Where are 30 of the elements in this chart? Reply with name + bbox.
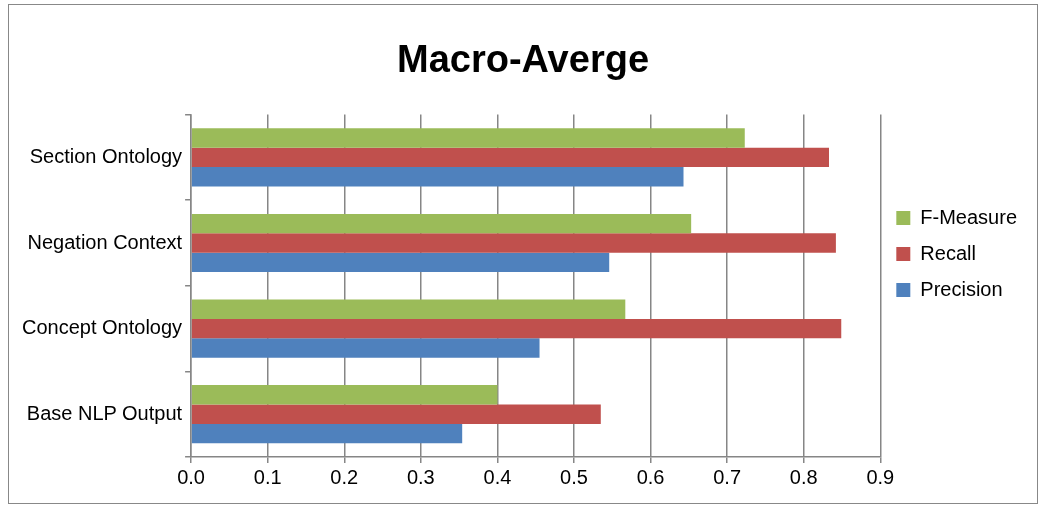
bar bbox=[191, 385, 498, 405]
x-tick-label: 0.1 bbox=[253, 465, 282, 488]
bar bbox=[191, 233, 836, 253]
legend-label: F-Measure bbox=[920, 205, 1018, 228]
y-tick-label: Concept Ontology bbox=[21, 316, 183, 339]
x-tick-label: 0.7 bbox=[713, 465, 742, 488]
x-tick-label: 0.2 bbox=[330, 465, 359, 488]
y-tick-label: Negation Context bbox=[27, 230, 183, 253]
bar bbox=[191, 318, 842, 339]
x-tick-label: 0.4 bbox=[483, 465, 512, 488]
legend-label: Precision bbox=[920, 277, 1003, 300]
x-tick-label: 0.9 bbox=[866, 465, 895, 488]
y-tick-label: Section Ontology bbox=[29, 144, 183, 167]
bar bbox=[191, 404, 601, 424]
bar bbox=[191, 128, 745, 148]
bar bbox=[191, 299, 626, 319]
x-tick-label: 0.6 bbox=[636, 465, 665, 488]
bar bbox=[191, 213, 692, 234]
x-tick-label: 0.5 bbox=[560, 465, 588, 488]
legend-label: Recall bbox=[920, 241, 976, 264]
y-tick-label: Base NLP Output bbox=[26, 401, 183, 424]
x-tick-label: 0.0 bbox=[177, 465, 205, 488]
bar bbox=[191, 147, 829, 168]
x-tick-label: 0.3 bbox=[406, 465, 435, 488]
bar bbox=[191, 167, 684, 187]
bar bbox=[191, 252, 610, 273]
bar bbox=[191, 338, 540, 358]
x-tick-label: 0.8 bbox=[789, 465, 818, 488]
bar bbox=[191, 423, 463, 444]
chart-title: Macro-Averge bbox=[396, 38, 650, 81]
